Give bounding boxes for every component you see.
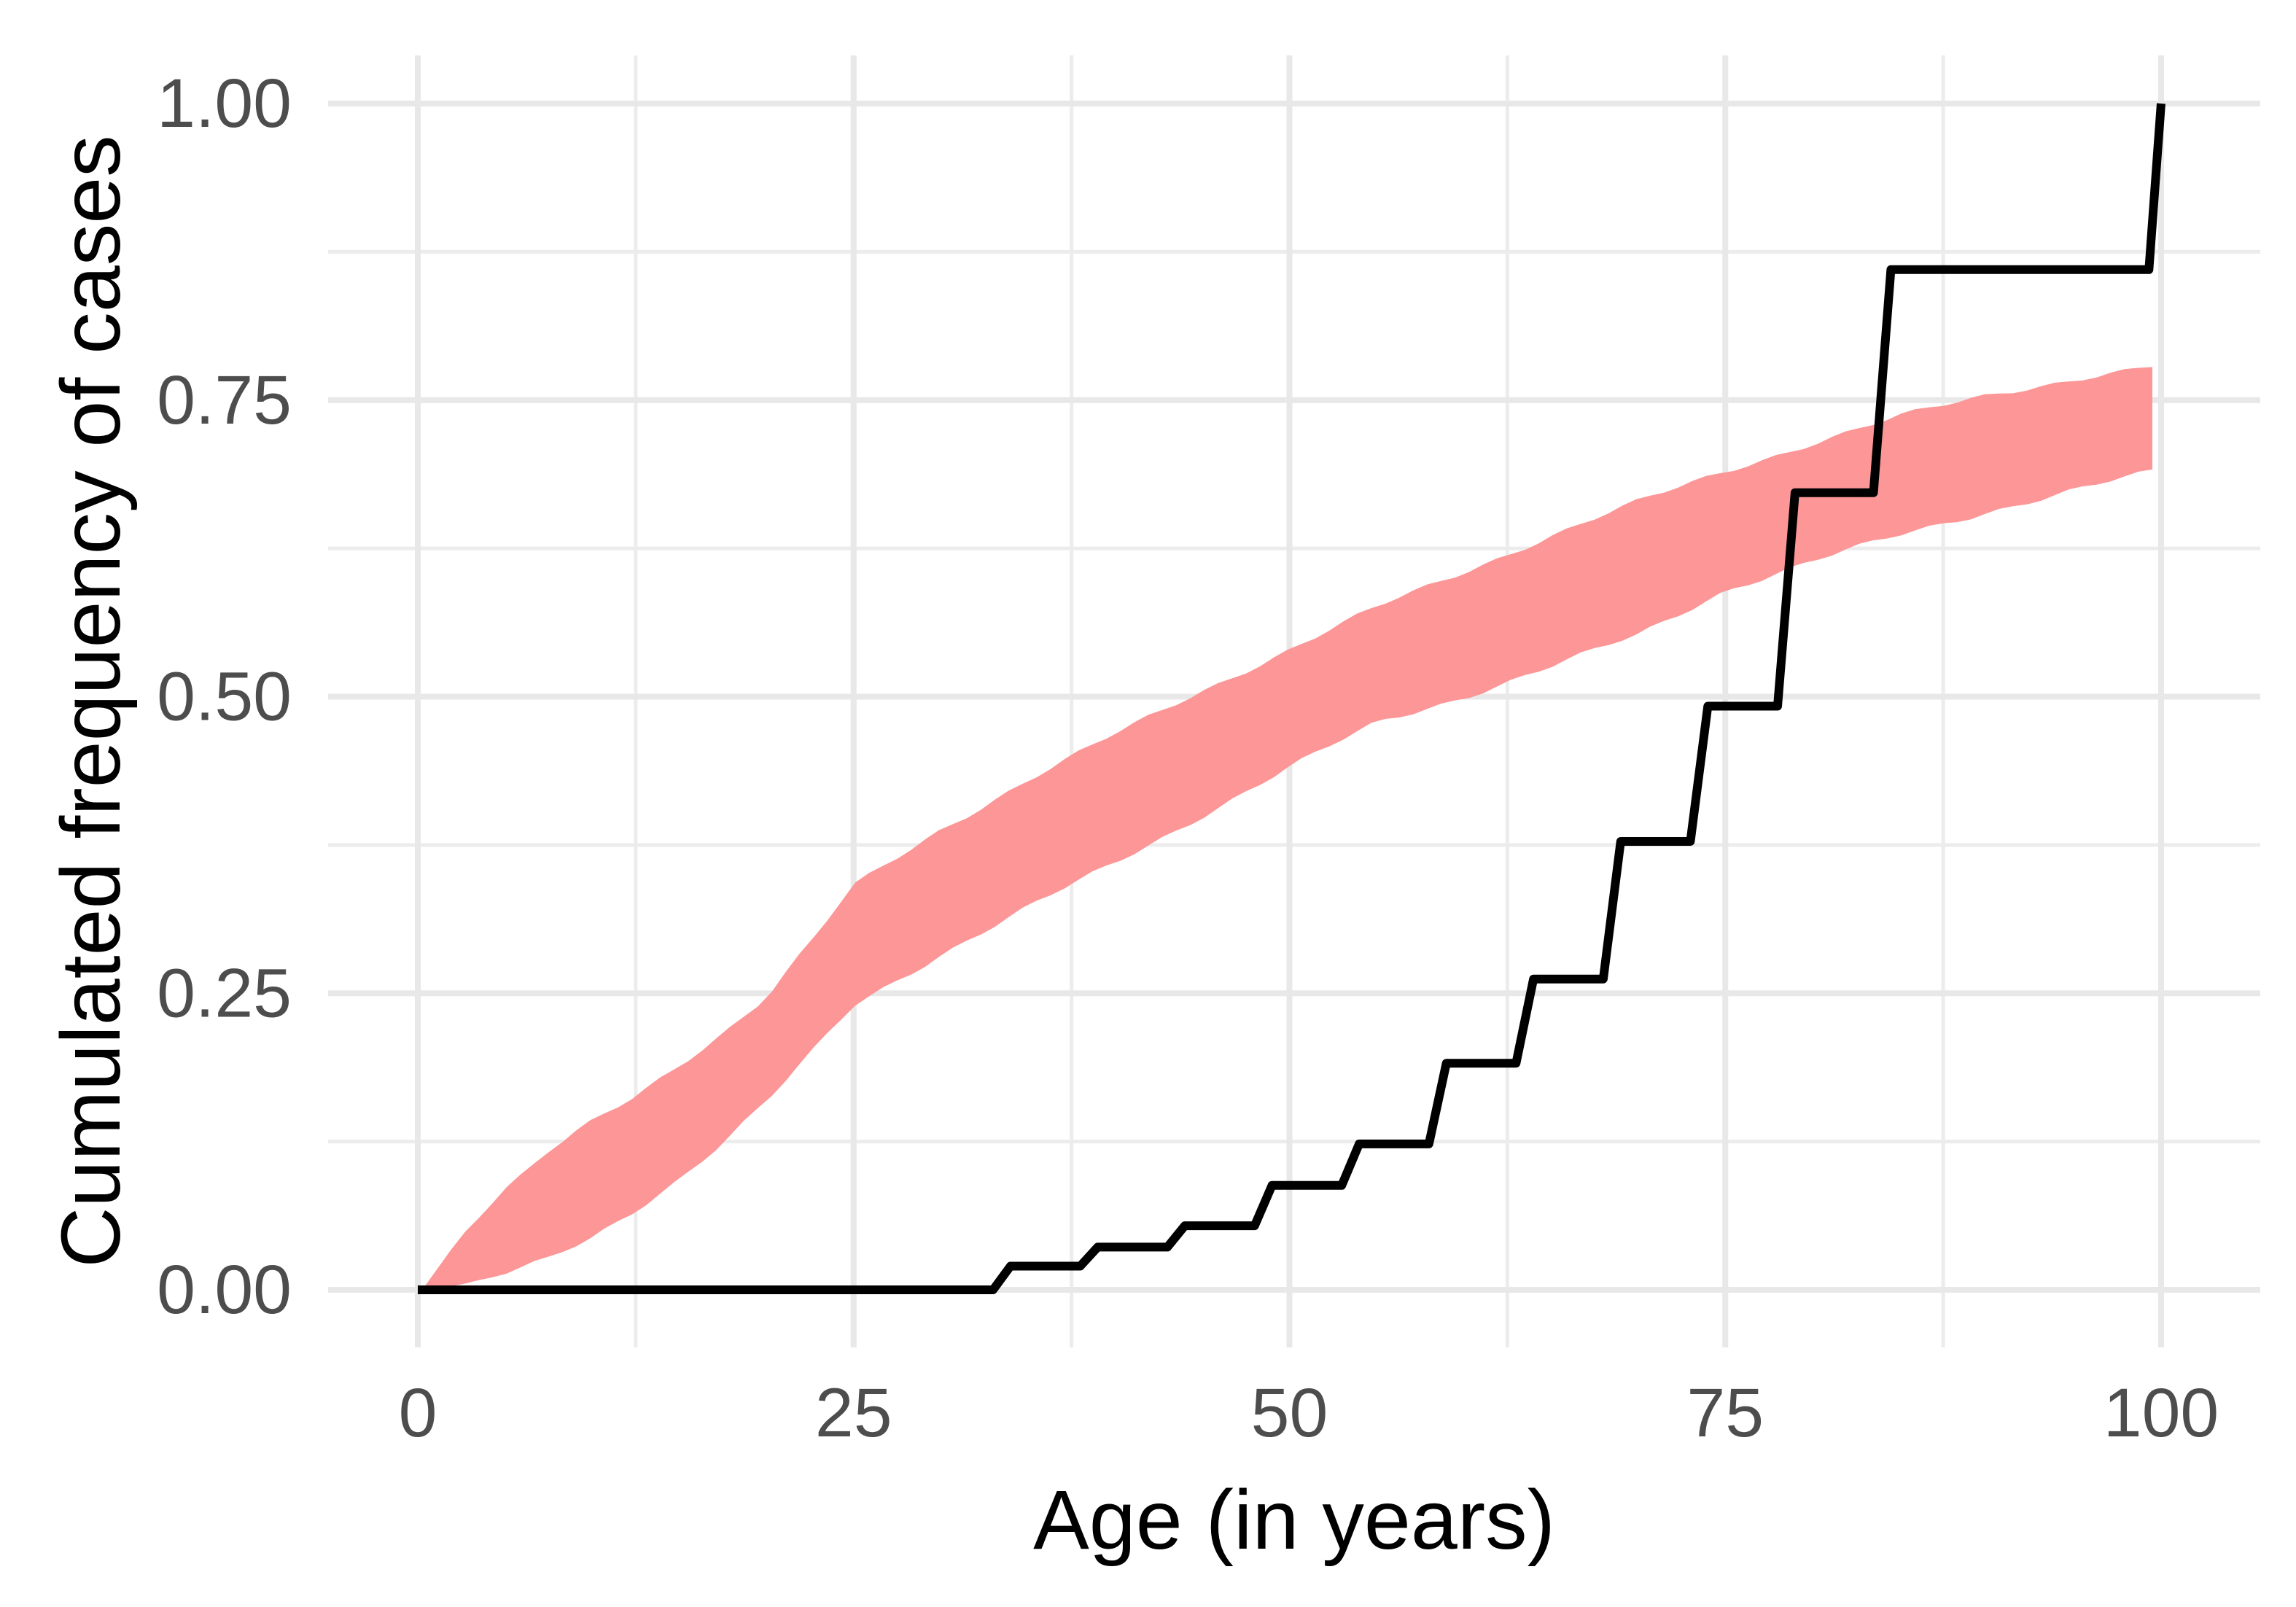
- x-tick-label: 25: [815, 1374, 892, 1452]
- x-tick-label: 100: [2104, 1374, 2219, 1452]
- x-axis-title: Age (in years): [1033, 1474, 1555, 1567]
- x-tick-label: 75: [1686, 1374, 1764, 1452]
- x-tick-label: 50: [1251, 1374, 1328, 1452]
- y-tick-labels: 0.00 0.25 0.50 0.75 1.00: [157, 65, 292, 1328]
- y-axis-title: Cumulated frequency of cases: [44, 135, 138, 1267]
- y-tick-label: 0.50: [157, 658, 292, 736]
- x-tick-label: 0: [399, 1374, 437, 1452]
- y-tick-label: 0.25: [157, 954, 292, 1032]
- y-tick-label: 1.00: [157, 65, 292, 142]
- y-tick-label: 0.75: [157, 362, 292, 439]
- confidence-ribbon: [423, 367, 2153, 1290]
- ecdf-step-line: [418, 103, 2165, 1294]
- x-tick-labels: 0 25 50 75 100: [399, 1374, 2219, 1452]
- y-tick-label: 0.00: [157, 1251, 292, 1328]
